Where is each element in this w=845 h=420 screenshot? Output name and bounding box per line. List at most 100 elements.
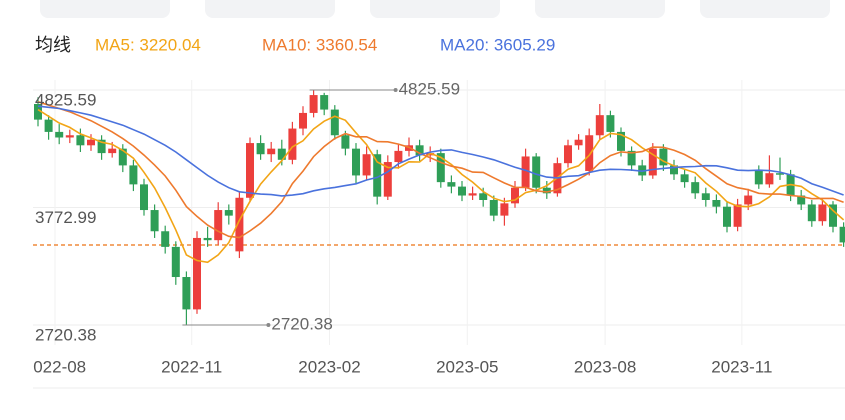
x-tick-label: 2023-05 (436, 357, 498, 376)
candle-body (680, 174, 689, 183)
x-tick-label: 2023-08 (574, 357, 636, 376)
candle-body (373, 154, 382, 197)
legend-entry: MA5: 3220.04 (95, 35, 201, 54)
candle-body (606, 115, 615, 132)
candle-body (839, 226, 845, 243)
tab[interactable] (370, 0, 500, 18)
candle-body (648, 148, 657, 176)
candle-body (807, 204, 816, 222)
top-tabs (40, 0, 830, 18)
candle-body (489, 199, 498, 216)
tab[interactable] (535, 0, 665, 18)
legend-entry: MA20: 3605.29 (440, 35, 555, 54)
y-tick-label: 4825.59 (35, 90, 96, 109)
candle-body (55, 131, 64, 138)
candle-body (723, 206, 731, 227)
candle-body (532, 156, 541, 188)
candle-body (617, 131, 625, 151)
candle-body (712, 199, 721, 207)
y-tick-label: 3772.99 (35, 208, 96, 227)
candle-body (246, 143, 254, 198)
candle-body (521, 156, 530, 188)
y-tick-label: 2720.38 (35, 325, 96, 344)
candle-body (87, 139, 95, 146)
candle-body (97, 139, 106, 154)
candle-body (34, 103, 42, 120)
candle-body (564, 145, 572, 164)
ma-line (37, 108, 845, 264)
candle-body (415, 145, 424, 156)
candle-body (383, 162, 392, 197)
extreme-dot (266, 322, 271, 327)
candle-body (352, 148, 360, 176)
candle-body (468, 193, 477, 196)
candle-body (818, 204, 827, 222)
candle-body (182, 277, 191, 310)
candle-body (224, 210, 233, 216)
candle-body (585, 135, 594, 171)
candle-body (659, 148, 668, 166)
candle-body (362, 154, 371, 176)
candle-body (161, 231, 170, 247)
candle-body (193, 237, 201, 310)
candle-body (76, 135, 85, 146)
candle-body (670, 165, 678, 175)
candle-body (744, 195, 753, 205)
candle-body (277, 148, 286, 160)
candle-body (330, 109, 339, 136)
candle-body (108, 148, 117, 154)
legend-title: 均线 (35, 35, 71, 55)
candle-body (299, 112, 307, 129)
candle-body (256, 143, 265, 155)
candle-body (511, 187, 519, 204)
candle-body (797, 195, 806, 205)
candle-body (65, 135, 74, 138)
candle-body (691, 182, 700, 194)
x-tick-label: 2022-08 (24, 357, 86, 376)
candle-body (436, 153, 445, 183)
candle-body (776, 173, 784, 175)
ma-line (37, 101, 844, 239)
candle-body (320, 95, 329, 110)
extreme-label: 2720.38 (271, 314, 332, 333)
tab[interactable] (40, 0, 170, 18)
candle-body (171, 246, 180, 278)
candle-body (129, 165, 138, 185)
candle-body (140, 184, 148, 211)
x-tick-label: 2022-11 (161, 357, 222, 376)
candle-body (235, 197, 244, 252)
candle-body (574, 139, 583, 146)
candle-body (595, 115, 604, 136)
legend-entry: MA10: 3360.54 (262, 35, 377, 54)
candle-body (309, 95, 318, 113)
candle-body (754, 170, 763, 185)
candle-body (458, 186, 466, 196)
candle-body (447, 182, 456, 187)
x-tick-label: 2023-02 (298, 357, 360, 376)
candle-body (733, 204, 742, 227)
candle-body (765, 173, 774, 185)
x-tick-label: 2023-11 (711, 357, 772, 376)
candle-body (542, 187, 551, 194)
tab[interactable] (205, 0, 335, 18)
candle-body (829, 204, 837, 227)
candle-body (341, 135, 350, 149)
candle-body (627, 150, 636, 166)
extreme-dot (393, 87, 398, 92)
candle-body (150, 210, 159, 232)
ma-line (37, 105, 844, 197)
candle-body (203, 237, 212, 241)
candle-body (267, 148, 276, 155)
extreme-label: 4825.59 (399, 79, 460, 98)
candle-body (701, 193, 710, 200)
candle-body (479, 193, 488, 200)
candle-body (118, 148, 127, 166)
tab[interactable] (700, 0, 830, 18)
candle-body (288, 128, 297, 160)
plot (33, 80, 845, 345)
x-axis: 2022-08 2022-11 2023-02 2023-05 2023-08 2023-… (24, 357, 772, 376)
candle-body (214, 210, 223, 241)
candle-body (500, 203, 509, 216)
candle-body (44, 119, 53, 132)
